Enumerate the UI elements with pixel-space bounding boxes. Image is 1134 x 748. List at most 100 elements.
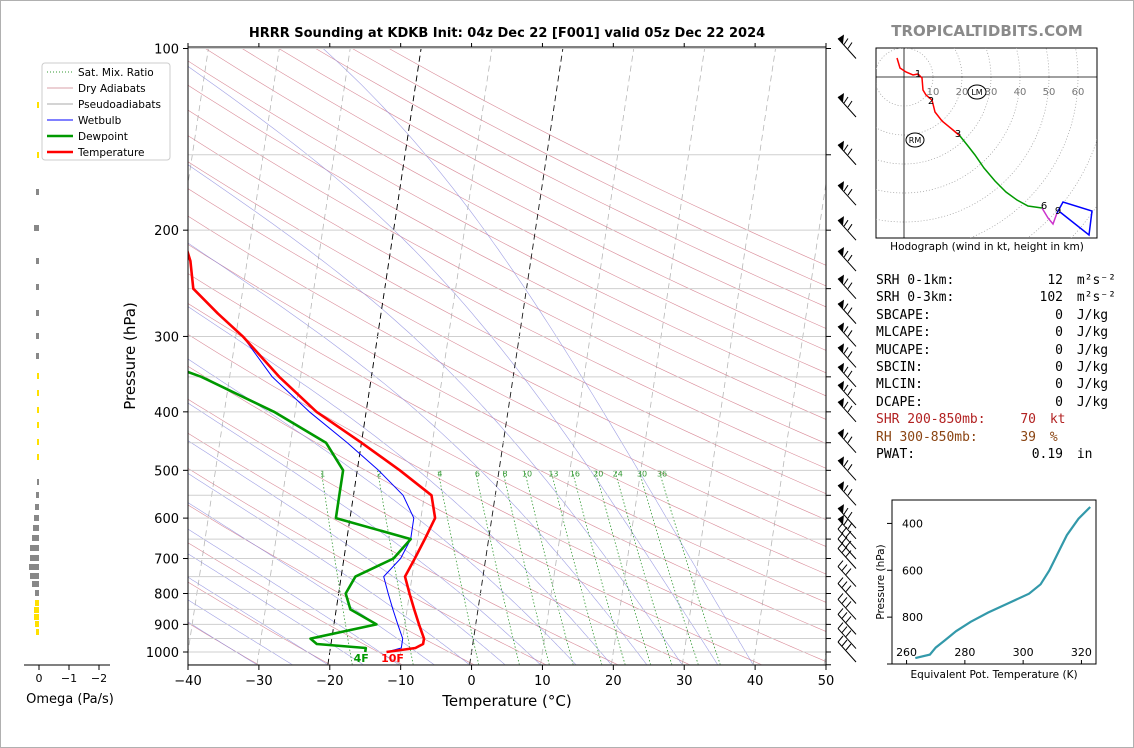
index-label: SHR 200-850mb:	[876, 412, 986, 428]
surface-dewpoint-label: 4F	[354, 652, 369, 665]
index-row: MUCAPE: 0 J/kg	[876, 342, 1116, 359]
mixing-ratio-line	[502, 470, 550, 665]
index-label: SBCAPE:	[876, 307, 931, 323]
mixing-ratio-label: 4	[437, 470, 442, 479]
omega-bar	[37, 454, 39, 460]
dry-adiabat	[188, 398, 690, 665]
omega-bar	[37, 407, 39, 413]
dry-adiabat	[188, 303, 826, 632]
wind-barb	[837, 34, 857, 59]
dry-adiabat	[188, 84, 826, 420]
y-axis-label: Pressure (hPa)	[121, 302, 139, 410]
hodograph-marker-label: LM	[971, 88, 982, 97]
y-tick-label: 700	[154, 553, 179, 568]
omega-bar	[30, 545, 39, 551]
hodograph-trace	[896, 57, 961, 137]
pseudoadiabat	[188, 440, 506, 665]
index-row: MLCIN: 0 J/kg	[876, 376, 1116, 393]
pseudoadiabat	[188, 472, 470, 665]
index-unit: %	[1042, 429, 1058, 445]
wind-barb	[837, 622, 857, 649]
omega-tick-label: −1	[61, 672, 77, 685]
skewt-ticks: −40 −30 −20 −10 0 10 20 30 40 50 100 200 300 400 500 60…	[146, 43, 834, 690]
wind-barb	[837, 608, 857, 635]
dry-adiabat	[188, 468, 547, 665]
wind-barbs	[837, 34, 857, 663]
hodograph-trace	[1056, 201, 1093, 237]
mixing-ratio-label: 13	[548, 470, 558, 479]
index-row: SBCAPE: 0 J/kg	[876, 307, 1116, 324]
omega-bar	[36, 258, 39, 264]
theta-e-line	[915, 506, 1091, 660]
wind-barb	[837, 522, 857, 550]
index-unit: J/kg	[1069, 394, 1109, 410]
dry-adiabat	[188, 188, 826, 521]
omega-bar	[32, 535, 39, 541]
dry-adiabat	[188, 334, 826, 662]
dry-adiabat	[188, 504, 475, 665]
omega-bar	[35, 504, 39, 510]
legend-sat-mix-ratio: Sat. Mix. Ratio	[78, 67, 154, 79]
index-label: DCAPE:	[876, 394, 923, 410]
dry-adiabat	[188, 542, 403, 665]
indices-table: SRH 0-1km: 12 m²s⁻² SRH 0-3km: 102 m²s⁻² SBC…	[876, 272, 1116, 463]
index-row: DCAPE: 0 J/kg	[876, 394, 1116, 411]
legend-dry-adiabats: Dry Adiabats	[78, 83, 146, 95]
y-tick-label: 400	[154, 406, 179, 421]
wind-barb	[837, 560, 857, 587]
index-label: MLCIN:	[876, 377, 923, 393]
index-row: MLCAPE: 0 J/kg	[876, 324, 1116, 341]
pseudoadiabat	[188, 576, 328, 665]
omega-bar	[37, 479, 39, 485]
dry-adiabat	[188, 244, 826, 575]
skewt-grid	[188, 48, 826, 666]
theta-e-y-tick-label: 800	[902, 611, 923, 624]
index-value: 70	[1020, 412, 1036, 428]
pseudoadiabat	[188, 164, 683, 665]
y-tick-label: 200	[154, 224, 179, 239]
mixing-ratio-label: 8	[503, 470, 508, 479]
index-value: 12	[1047, 273, 1063, 288]
pseudoadiabat	[188, 599, 293, 665]
omega-bar	[30, 555, 39, 561]
pseudoadiabat	[322, 48, 754, 665]
skewt-background-lines: 1 2 4 6 8 10 13 16 20 24 30 36	[188, 48, 826, 665]
x-tick-label: 20	[605, 674, 622, 689]
mixing-ratio-line	[614, 470, 673, 665]
omega-bar	[32, 581, 39, 587]
wind-barb	[837, 481, 857, 506]
omega-bar	[37, 422, 39, 428]
mixing-ratio-line	[437, 470, 480, 665]
dry-adiabat	[205, 48, 826, 374]
hodograph-height-label: 3	[955, 129, 961, 140]
wind-barb	[837, 428, 857, 454]
dry-adiabat	[188, 135, 826, 469]
dry-adiabat	[188, 432, 619, 665]
hodograph-marker	[905, 132, 925, 148]
omega-bar	[37, 390, 39, 396]
index-value: 0.19	[1031, 447, 1063, 463]
x-tick-label: 40	[747, 674, 764, 689]
wind-barb	[837, 216, 857, 241]
hodograph-height-label: 9	[1055, 206, 1061, 217]
dry-adiabat	[188, 215, 826, 547]
isotherm-dgz	[327, 48, 422, 665]
omega-bar	[35, 600, 39, 606]
wetbulb-line	[217, 313, 415, 653]
y-tick-label: 900	[154, 618, 179, 633]
mixing-ratio-line	[320, 470, 353, 665]
mixing-ratio-label: 30	[637, 470, 647, 479]
mixing-ratio-label: 6	[475, 470, 480, 479]
omega-bar	[33, 525, 39, 531]
hodograph-ring-label: 30	[985, 87, 998, 98]
index-row: RH 300-850mb: 39 %	[876, 429, 1116, 446]
dry-adiabat	[188, 581, 331, 665]
index-label: RH 300-850mb:	[876, 429, 978, 445]
dry-adiabat	[188, 161, 826, 494]
omega-bar	[36, 284, 39, 290]
mixing-ratio-label: 36	[657, 470, 667, 479]
omega-bar	[36, 353, 39, 359]
hodograph-marker-label: RM	[909, 136, 922, 145]
omega-bar	[34, 515, 39, 521]
